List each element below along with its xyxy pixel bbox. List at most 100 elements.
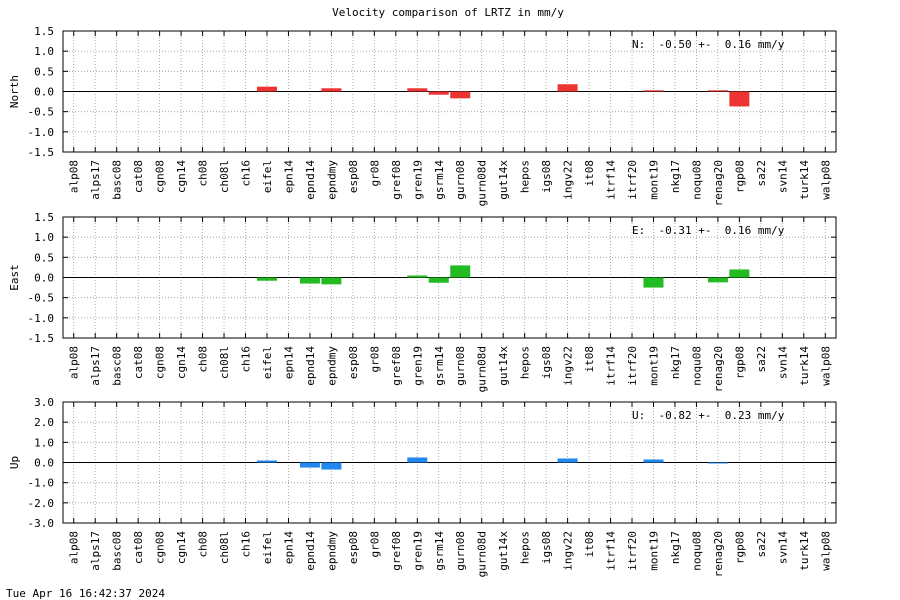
x-tick-label: nkg17 — [669, 160, 682, 193]
x-tick-label: cgn08 — [154, 346, 167, 379]
y-tick-label: 1.5 — [34, 25, 54, 38]
bar-east-rgp08 — [729, 269, 750, 278]
x-tick-label: epn14 — [282, 160, 295, 193]
x-tick-label: noqu08 — [690, 346, 703, 386]
x-tick-label: ch16 — [240, 160, 253, 187]
plot-border — [62, 216, 837, 339]
x-tick-label: cgn14 — [175, 346, 188, 379]
y-tick-label: -2.0 — [28, 497, 55, 510]
x-tick-label: renag20 — [712, 531, 725, 577]
x-tick-label: gut14x — [497, 531, 510, 571]
x-tick-label: cat08 — [132, 531, 145, 564]
x-tick-label: gren19 — [411, 160, 424, 200]
x-tick-label: ch08l — [218, 346, 231, 379]
x-tick-label: alp08 — [68, 531, 81, 564]
bar-up-gren19 — [407, 457, 428, 463]
y-tick-label: -1.0 — [28, 477, 55, 490]
bar-north-eifel — [256, 86, 277, 92]
x-tick-label: alps17 — [89, 531, 102, 571]
y-tick-label: 0.0 — [34, 86, 54, 99]
y-tick-label: 0.5 — [34, 251, 54, 264]
x-tick-label: it08 — [583, 346, 596, 373]
bar-north-gren19 — [407, 88, 428, 92]
chart-title: Velocity comparison of LRTZ in mm/y — [332, 6, 564, 19]
bar-north-rgp08 — [729, 91, 750, 107]
timestamp: Tue Apr 16 16:42:37 2024 — [6, 587, 165, 600]
x-tick-label: esp08 — [347, 346, 360, 379]
x-tick-label: cgn08 — [154, 531, 167, 564]
bar-north-ingv22 — [557, 84, 578, 92]
x-tick-label: esp08 — [347, 160, 360, 193]
y-tick-label: 0.5 — [34, 65, 54, 78]
x-tick-label: cgn08 — [154, 160, 167, 193]
x-tick-label: itrf14 — [605, 160, 618, 200]
x-tick-label: gurn08d — [476, 160, 489, 206]
x-tick-label: epn14 — [282, 531, 295, 564]
bar-up-renag20 — [707, 462, 728, 464]
x-tick-label: ch08 — [197, 346, 210, 373]
y-axis-label: Up — [8, 456, 21, 469]
x-tick-label: itrf20 — [626, 160, 639, 200]
x-tick-label: ingv22 — [562, 346, 575, 386]
x-tick-label: cgn14 — [175, 531, 188, 564]
x-tick-label: gren19 — [411, 346, 424, 386]
y-tick-label: 1.0 — [34, 231, 54, 244]
x-tick-label: mont19 — [647, 531, 660, 571]
x-tick-label: gut14x — [497, 160, 510, 200]
x-tick-label: ch08l — [218, 160, 231, 193]
x-tick-label: gr08 — [368, 531, 381, 558]
x-tick-label: hepos — [519, 160, 532, 193]
chart-panels: 1.5 1.0 0.5 0.0 -0.5 -1.0 -1.5 N: -0.50 +- 0.16… — [8, 25, 837, 577]
x-tick-label: itrf20 — [626, 531, 639, 571]
x-tick-label: ingv22 — [562, 531, 575, 571]
bar-north-epndmy — [321, 88, 342, 92]
y-tick-label: 1.0 — [34, 45, 54, 58]
y-tick-label: -1.0 — [28, 126, 55, 139]
y-tick-label: -0.5 — [28, 292, 55, 305]
x-tick-label: sa22 — [755, 531, 768, 558]
x-tick-label: ingv22 — [562, 160, 575, 200]
x-tick-label: rgp08 — [733, 346, 746, 379]
x-tick-label: sa22 — [755, 160, 768, 187]
x-tick-label: basc08 — [111, 160, 124, 200]
x-tick-label: ch16 — [240, 346, 253, 373]
y-axis-label: North — [8, 75, 21, 108]
x-tick-label: epn14 — [282, 346, 295, 379]
bar-east-renag20 — [707, 277, 728, 283]
x-tick-label: cat08 — [132, 160, 145, 193]
x-tick-label: alps17 — [89, 160, 102, 200]
x-tick-label: sa22 — [755, 346, 768, 373]
panel-annotation: E: -0.31 +- 0.16 mm/y — [632, 224, 785, 237]
x-tick-label: svn14 — [776, 160, 789, 193]
x-tick-label: it08 — [583, 160, 596, 187]
x-tick-label: mont19 — [647, 160, 660, 200]
bar-north-mont19 — [643, 90, 664, 92]
x-tick-label: gref08 — [390, 160, 403, 200]
bar-east-eifel — [256, 277, 277, 281]
bar-north-renag20 — [707, 90, 728, 92]
bar-east-epndmy — [321, 277, 342, 285]
x-tick-label: epndmy — [325, 346, 338, 386]
x-tick-label: walp08 — [819, 346, 832, 386]
x-tick-label: alps17 — [89, 346, 102, 386]
x-tick-label: eifel — [261, 531, 274, 564]
y-tick-label: 0.0 — [34, 457, 54, 470]
x-tick-label: noqu08 — [690, 531, 703, 571]
x-tick-label: gsrm14 — [433, 160, 446, 200]
panel-up: 3.0 2.0 1.0 0.0 -1.0 -2.0 -3.0 U: -0.82 +- 0.23… — [8, 396, 837, 577]
bar-east-gsrm14 — [428, 277, 449, 283]
x-tick-label: gref08 — [390, 346, 403, 386]
x-tick-label: epnd14 — [304, 160, 317, 200]
x-tick-label: igs08 — [540, 160, 553, 193]
x-tick-label: turk14 — [798, 346, 811, 386]
x-tick-label: svn14 — [776, 531, 789, 564]
x-tick-label: ch08 — [197, 531, 210, 558]
x-tick-label: epnd14 — [304, 531, 317, 571]
bar-east-gren19 — [407, 275, 428, 278]
x-tick-label: cat08 — [132, 346, 145, 379]
x-tick-label: hepos — [519, 346, 532, 379]
x-tick-label: gurn08d — [476, 346, 489, 392]
x-tick-label: epnd14 — [304, 346, 317, 386]
bar-up-ingv22 — [557, 458, 578, 463]
